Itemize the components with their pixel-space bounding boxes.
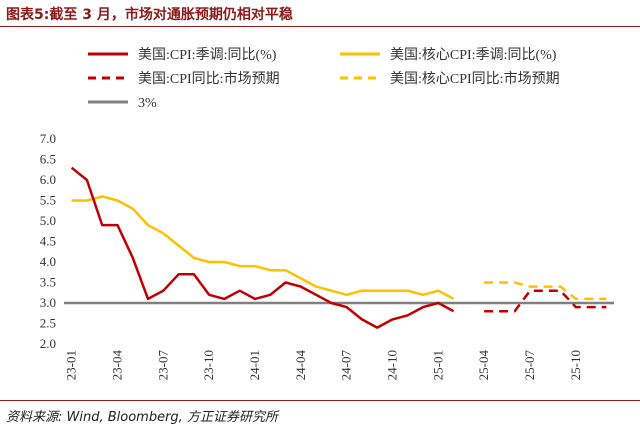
x-tick-label: 23-04 xyxy=(109,350,124,381)
legend-item: 美国:CPI同比:市场预期 xyxy=(88,70,280,87)
title-divider xyxy=(0,26,640,27)
legend-label: 3% xyxy=(138,96,157,111)
x-tick-label: 24-01 xyxy=(247,350,262,380)
y-tick-label: 5.5 xyxy=(40,193,56,208)
x-tick-label: 24-07 xyxy=(339,350,354,381)
y-tick-label: 4.5 xyxy=(40,234,56,249)
x-tick-label: 24-04 xyxy=(293,350,308,381)
cpi-line-chart: 美国:CPI:季调:同比(%) 美国:核心CPI:季调:同比(%) 美国:CPI同比… xyxy=(40,47,614,381)
legend-item: 3% xyxy=(88,96,157,111)
x-tick-label: 25-01 xyxy=(430,350,445,380)
source-divider xyxy=(0,400,640,401)
figure-title: 图表5:截至 3 月，市场对通胀预期仍相对平稳 xyxy=(6,7,293,23)
x-tick-label: 23-01 xyxy=(64,350,79,380)
x-tick-label: 23-07 xyxy=(155,350,170,381)
series-line xyxy=(484,281,607,301)
y-tick-label: 7.0 xyxy=(40,131,56,146)
x-tick-label: 24-10 xyxy=(384,350,399,380)
x-tick-label: 25-04 xyxy=(476,350,491,381)
figure-source: 资料来源: Wind, Bloomberg, 方正证券研究所 xyxy=(6,410,278,425)
legend-item: 美国:核心CPI同比:市场预期 xyxy=(340,70,560,87)
y-tick-label: 6.5 xyxy=(40,152,56,167)
y-tick-label: 4.0 xyxy=(40,254,56,269)
legend-item: 美国:CPI:季调:同比(%) xyxy=(88,47,277,63)
y-tick-label: 3.5 xyxy=(40,275,56,290)
series-line xyxy=(71,195,455,301)
series-line xyxy=(484,289,607,313)
legend-label: 美国:核心CPI:季调:同比(%) xyxy=(390,47,557,63)
y-tick-label: 2.5 xyxy=(40,316,56,331)
series-line xyxy=(70,166,455,329)
y-tick-label: 6.0 xyxy=(40,172,56,187)
y-tick-label: 3.0 xyxy=(40,295,56,310)
legend-item: 美国:核心CPI:季调:同比(%) xyxy=(340,47,557,63)
legend-label: 美国:CPI:季调:同比(%) xyxy=(138,47,277,63)
x-tick-label: 25-07 xyxy=(522,350,537,381)
x-tick-label: 25-10 xyxy=(568,350,583,380)
x-tick-label: 23-10 xyxy=(201,350,216,380)
legend-label: 美国:核心CPI同比:市场预期 xyxy=(390,70,560,87)
y-tick-label: 5.0 xyxy=(40,213,56,228)
y-tick-label: 2.0 xyxy=(40,336,56,351)
legend-label: 美国:CPI同比:市场预期 xyxy=(138,70,280,87)
